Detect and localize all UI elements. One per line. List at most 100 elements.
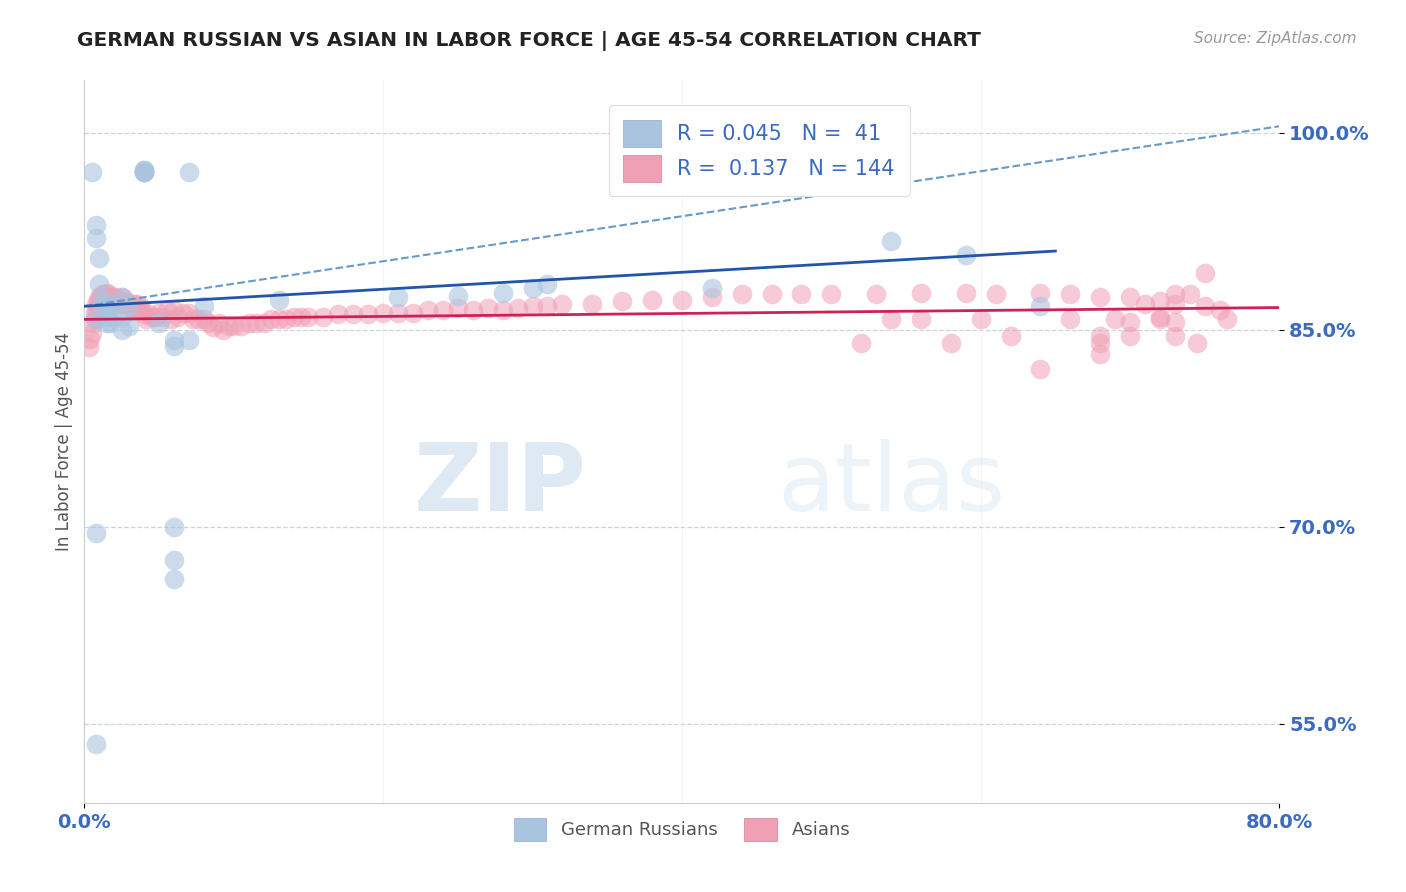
Point bbox=[790, 287, 813, 301]
Point bbox=[127, 303, 149, 318]
Point bbox=[160, 312, 183, 326]
Point bbox=[111, 323, 134, 337]
Point bbox=[522, 299, 544, 313]
Point bbox=[103, 310, 125, 324]
Point bbox=[91, 293, 114, 307]
Point bbox=[477, 301, 499, 315]
Point bbox=[104, 293, 127, 308]
Point bbox=[193, 312, 215, 326]
Point bbox=[93, 296, 115, 310]
Point bbox=[83, 312, 105, 326]
Point bbox=[506, 301, 529, 315]
Point bbox=[141, 310, 163, 324]
Point bbox=[172, 306, 194, 320]
Point bbox=[1149, 312, 1171, 326]
Point bbox=[267, 312, 290, 326]
Point bbox=[112, 296, 135, 310]
Point bbox=[111, 290, 134, 304]
Point bbox=[97, 296, 120, 310]
Point bbox=[910, 312, 932, 326]
Point bbox=[955, 286, 977, 301]
Point bbox=[132, 162, 156, 177]
Point bbox=[120, 299, 142, 313]
Point bbox=[132, 165, 156, 179]
Text: atlas: atlas bbox=[778, 439, 1005, 531]
Point bbox=[115, 296, 138, 310]
Point bbox=[132, 165, 156, 179]
Point bbox=[1029, 299, 1052, 313]
Point bbox=[761, 287, 783, 301]
Point bbox=[118, 318, 141, 333]
Point bbox=[86, 296, 108, 310]
Point bbox=[135, 312, 157, 326]
Point bbox=[167, 310, 190, 324]
Point bbox=[222, 318, 245, 333]
Point bbox=[177, 334, 200, 348]
Point bbox=[212, 323, 235, 337]
Legend: German Russians, Asians: German Russians, Asians bbox=[506, 810, 858, 848]
Point bbox=[155, 303, 177, 318]
Point bbox=[1164, 315, 1187, 329]
Point bbox=[1029, 286, 1052, 301]
Point bbox=[312, 310, 335, 324]
Point bbox=[87, 293, 110, 308]
Point bbox=[731, 287, 754, 301]
Point bbox=[114, 293, 136, 307]
Point bbox=[536, 277, 558, 291]
Text: GERMAN RUSSIAN VS ASIAN IN LABOR FORCE | AGE 45-54 CORRELATION CHART: GERMAN RUSSIAN VS ASIAN IN LABOR FORCE |… bbox=[77, 31, 981, 51]
Point bbox=[103, 290, 125, 304]
Point bbox=[1119, 315, 1142, 329]
Point bbox=[880, 234, 903, 248]
Point bbox=[77, 340, 100, 354]
Point bbox=[107, 296, 129, 310]
Point bbox=[111, 310, 134, 324]
Point bbox=[79, 332, 101, 346]
Point bbox=[117, 299, 139, 313]
Point bbox=[357, 307, 380, 321]
Point bbox=[91, 287, 114, 301]
Point bbox=[910, 286, 932, 301]
Point bbox=[700, 290, 723, 304]
Point bbox=[91, 296, 114, 310]
Point bbox=[1090, 346, 1112, 360]
Point bbox=[148, 306, 170, 320]
Point bbox=[98, 316, 121, 330]
Point bbox=[80, 326, 103, 340]
Point bbox=[90, 299, 112, 313]
Point bbox=[86, 312, 108, 326]
Point bbox=[80, 165, 103, 179]
Point bbox=[122, 296, 145, 310]
Point bbox=[163, 573, 186, 587]
Point bbox=[87, 299, 110, 313]
Point bbox=[125, 296, 148, 310]
Point bbox=[432, 303, 454, 318]
Point bbox=[98, 296, 121, 310]
Point bbox=[218, 318, 240, 333]
Point bbox=[132, 162, 156, 177]
Point bbox=[163, 553, 186, 567]
Point bbox=[193, 299, 215, 313]
Point bbox=[1000, 329, 1022, 343]
Point bbox=[1059, 287, 1081, 301]
Point bbox=[416, 303, 439, 318]
Point bbox=[86, 231, 108, 245]
Point bbox=[581, 296, 603, 310]
Point bbox=[132, 165, 156, 179]
Point bbox=[1029, 362, 1052, 376]
Point bbox=[150, 310, 173, 324]
Point bbox=[1119, 329, 1142, 343]
Point bbox=[342, 307, 364, 321]
Point bbox=[820, 287, 842, 301]
Point bbox=[865, 287, 887, 301]
Point bbox=[89, 251, 111, 265]
Point bbox=[1209, 303, 1232, 318]
Point bbox=[1164, 329, 1187, 343]
Point bbox=[551, 296, 574, 310]
Point bbox=[163, 303, 186, 318]
Point bbox=[121, 303, 143, 318]
Point bbox=[83, 307, 105, 321]
Y-axis label: In Labor Force | Age 45-54: In Labor Force | Age 45-54 bbox=[55, 332, 73, 551]
Point bbox=[1194, 299, 1216, 313]
Point bbox=[970, 312, 993, 326]
Point bbox=[197, 316, 219, 330]
